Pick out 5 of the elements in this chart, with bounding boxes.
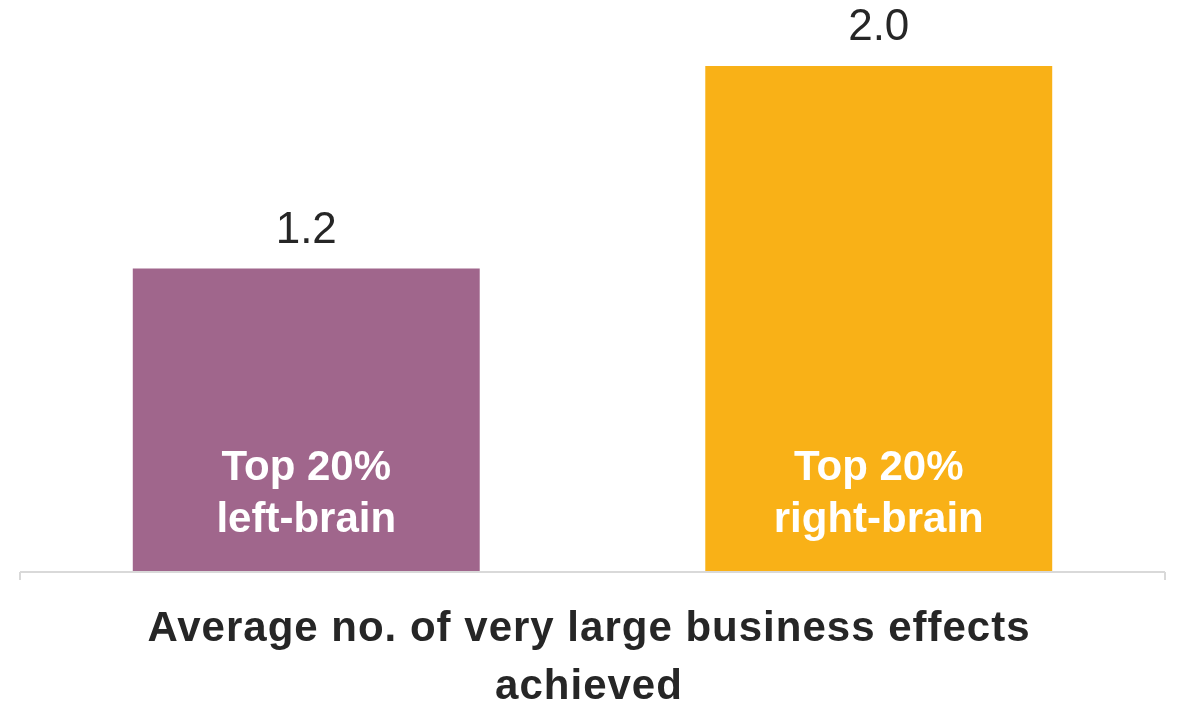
- x-axis-title: Average no. of very large business effects achieved: [146, 602, 1032, 705]
- data-label: 1.2: [275, 202, 337, 252]
- x-tick-label: Top 20% right-brain: [773, 441, 984, 541]
- x-tick-label: Top 20% left-brain: [216, 441, 397, 541]
- data-label: 2.0: [848, 0, 910, 50]
